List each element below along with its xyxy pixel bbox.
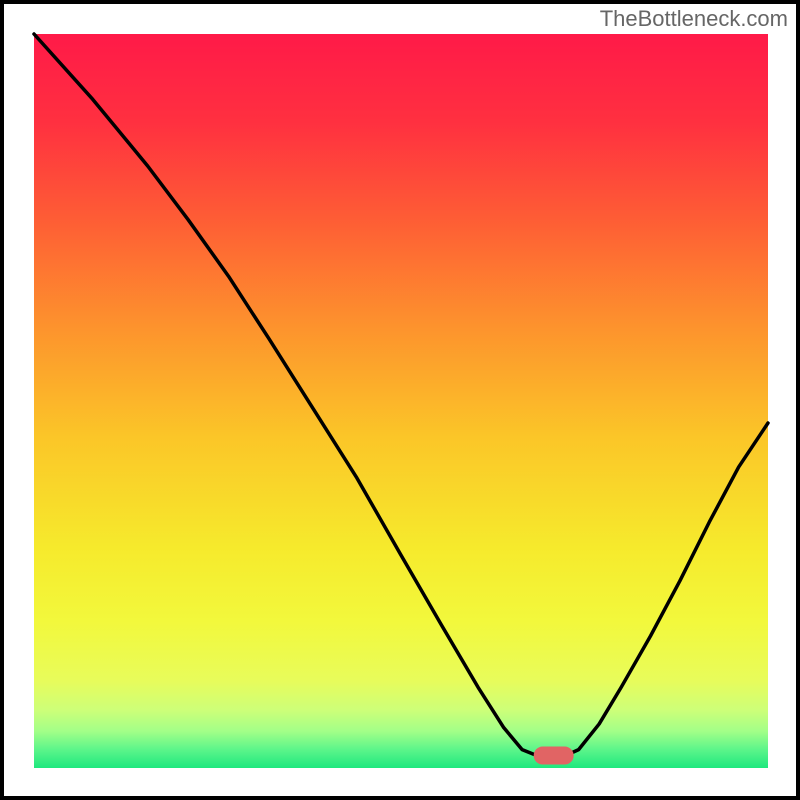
- chart-svg: [0, 0, 800, 800]
- bottleneck-chart: TheBottleneck.com: [0, 0, 800, 800]
- watermark-label: TheBottleneck.com: [600, 6, 788, 32]
- optimal-marker: [534, 747, 574, 765]
- gradient-background: [34, 34, 768, 768]
